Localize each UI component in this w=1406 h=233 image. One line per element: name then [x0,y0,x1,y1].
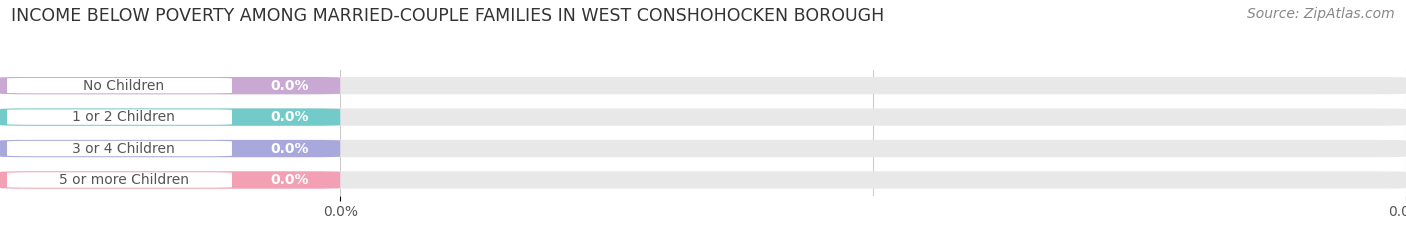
FancyBboxPatch shape [0,171,340,189]
FancyBboxPatch shape [7,78,232,93]
FancyBboxPatch shape [0,77,340,94]
Text: Source: ZipAtlas.com: Source: ZipAtlas.com [1247,7,1395,21]
Text: 0.0%: 0.0% [270,110,309,124]
FancyBboxPatch shape [0,140,1406,157]
Text: 5 or more Children: 5 or more Children [59,173,188,187]
Text: No Children: No Children [83,79,165,93]
FancyBboxPatch shape [0,171,1406,189]
FancyBboxPatch shape [7,172,232,188]
Text: 0.0%: 0.0% [270,79,309,93]
Text: 0.0%: 0.0% [270,173,309,187]
Text: 0.0%: 0.0% [270,141,309,156]
FancyBboxPatch shape [7,109,232,125]
Text: INCOME BELOW POVERTY AMONG MARRIED-COUPLE FAMILIES IN WEST CONSHOHOCKEN BOROUGH: INCOME BELOW POVERTY AMONG MARRIED-COUPL… [11,7,884,25]
Text: 1 or 2 Children: 1 or 2 Children [72,110,176,124]
FancyBboxPatch shape [0,108,340,126]
FancyBboxPatch shape [7,141,232,156]
FancyBboxPatch shape [0,77,1406,94]
Text: 3 or 4 Children: 3 or 4 Children [72,141,176,156]
FancyBboxPatch shape [0,108,1406,126]
FancyBboxPatch shape [0,140,340,157]
